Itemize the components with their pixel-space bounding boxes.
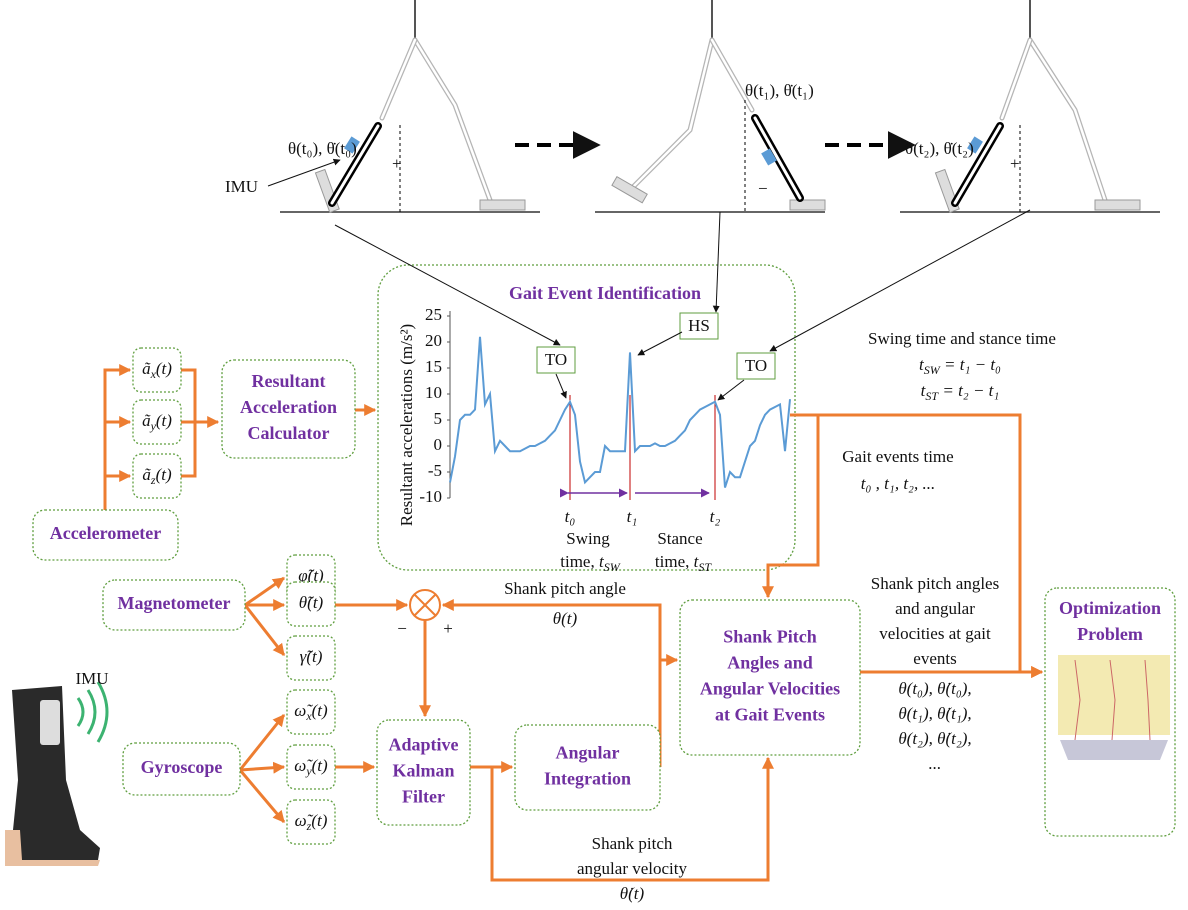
annotation: Swing time and stance time [868, 329, 1056, 348]
node-label: Filter [402, 787, 445, 807]
signal-label: ω̃y(t) [294, 756, 328, 778]
y-tick-label: 10 [425, 383, 442, 402]
node-label: Shank Pitch [723, 627, 817, 647]
node-label: Acceleration [240, 397, 337, 417]
marker-label: TO [745, 356, 767, 375]
annotation: Shank pitch angles [871, 574, 999, 593]
signal-label: ãz(t) [142, 465, 172, 487]
annotation: Shank pitch [592, 834, 673, 853]
annotation: Gait events time [842, 447, 953, 466]
node-label: Angles and [727, 653, 813, 673]
signal-label: ãx(t) [142, 359, 172, 381]
angle-label: θ(t₁), θ̇(t₁) [745, 81, 814, 100]
annotation: θ̇(t) [620, 884, 645, 903]
node-label: Magnetometer [118, 593, 231, 613]
node-label: Accelerometer [50, 523, 162, 543]
node-label: Integration [544, 769, 631, 789]
annotation: θ(t₀), θ̇(t₀), [898, 679, 971, 698]
leg-figure: − [595, 0, 825, 212]
y-tick-label: 20 [425, 331, 442, 350]
optimization-image [1058, 655, 1170, 760]
y-tick-label: 5 [434, 409, 443, 428]
signal-label: ω̃z(t) [295, 811, 328, 833]
annotation: tSW = t₁ − t₀ [919, 355, 1001, 377]
node-label: Resultant [251, 371, 325, 391]
node-label: at Gait Events [715, 705, 825, 725]
y-tick-label: -10 [419, 487, 442, 506]
annotation: θ(t) [553, 609, 578, 628]
y-tick-label: 0 [434, 435, 443, 454]
annotation: tST = t₂ − t₁ [921, 381, 1000, 403]
marker-label: TO [545, 350, 567, 369]
marker-label: HS [688, 316, 710, 335]
annotation: events [913, 649, 956, 668]
annotation: ... [929, 754, 942, 773]
annotation: θ(t₁), θ̇(t₁), [898, 704, 971, 723]
annotation: velocities at gait [879, 624, 991, 643]
sign-label: + [443, 619, 453, 638]
node-label: Problem [1077, 624, 1143, 644]
leg-figure: + [900, 0, 1160, 212]
node-label: Angular Velocities [700, 679, 840, 699]
node-label: Optimization [1059, 598, 1161, 618]
annotation: Shank pitch angle [504, 579, 626, 598]
annotation: θ(t₂), θ̇(t₂), [898, 729, 971, 748]
svg-text:+: + [1010, 154, 1020, 173]
annotation: angular velocity [577, 859, 687, 878]
y-tick-label: 15 [425, 357, 442, 376]
sign-label: − [397, 619, 407, 638]
node-label: Angular [555, 743, 619, 763]
diagram: + − + θ(t₀), θ̇(t₀) θ(t₁), θ̇(t₁) θ(t₂),… [0, 0, 1188, 910]
signal-label: θ̃(t) [299, 593, 324, 612]
angle-label: θ(t₂), θ̇(t₂) [905, 139, 974, 158]
node-box [515, 725, 660, 810]
y-axis-label: Resultant accelerations (m/s²) [397, 324, 416, 526]
leg-figure: + [280, 0, 540, 212]
svg-text:+: + [392, 154, 402, 173]
svg-text:−: − [758, 179, 768, 198]
imu-photo [5, 682, 107, 866]
signal-label: γ̃(t) [300, 647, 323, 666]
imu-label: IMU [225, 177, 258, 196]
annotation: and angular [895, 599, 975, 618]
node-box [680, 600, 860, 755]
event-label: t₂ [710, 507, 721, 526]
swing-label: Swing [566, 529, 610, 548]
imu-label: IMU [75, 669, 108, 688]
stance-label: Stance [657, 529, 702, 548]
event-label: t₀ [565, 507, 576, 526]
y-tick-label: -5 [428, 461, 442, 480]
y-tick-label: 25 [425, 305, 442, 324]
signal-label: ãy(t) [142, 411, 172, 433]
node-label: Kalman [392, 761, 454, 781]
node-label: Gyroscope [141, 757, 223, 777]
annotation: t₀ , t₁, t₂, ... [861, 474, 935, 493]
signal-label: ω̃x(t) [294, 701, 328, 723]
panel-title: Gait Event Identification [509, 283, 701, 303]
event-label: t₁ [627, 507, 638, 526]
node-label: Adaptive [388, 735, 458, 755]
node-label: Calculator [248, 423, 330, 443]
angle-label: θ(t₀), θ̇(t₀) [288, 139, 357, 158]
